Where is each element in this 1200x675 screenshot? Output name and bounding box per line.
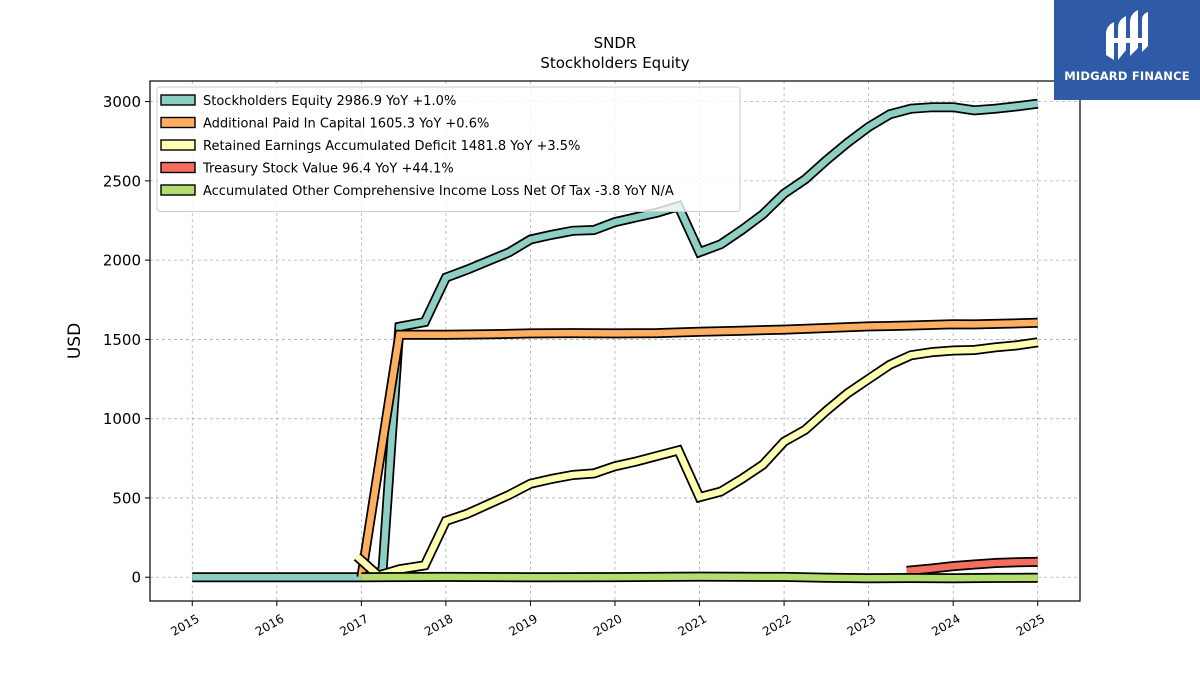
legend-label: Retained Earnings Accumulated Deficit 14… — [203, 139, 580, 154]
x-tick-label: 2022 — [760, 611, 793, 638]
legend-label: Accumulated Other Comprehensive Income L… — [203, 184, 674, 199]
grid — [150, 81, 1080, 601]
x-tick-label: 2019 — [507, 611, 540, 638]
y-tick-label: 1500 — [103, 331, 141, 349]
series-line — [353, 337, 1039, 582]
legend-label: Stockholders Equity 2986.9 YoY +1.0% — [203, 94, 456, 109]
brand-name: MIDGARD FINANCE — [1064, 69, 1190, 83]
legend-swatch — [160, 184, 196, 196]
x-tick-label: 2023 — [845, 611, 878, 638]
brand-logo: MIDGARD FINANCE — [1054, 0, 1200, 100]
legend-label: Treasury Stock Value 96.4 YoY +44.1% — [202, 162, 454, 177]
x-tick-label: 2017 — [337, 611, 370, 638]
legend-swatch — [160, 139, 196, 151]
legend-box — [156, 86, 741, 212]
y-tick-label: 500 — [112, 489, 141, 507]
brand-mark-icon — [1106, 10, 1148, 60]
y-tick-label: 2500 — [103, 172, 141, 190]
series-line-core — [361, 573, 1038, 582]
x-tick-label: 2015 — [168, 611, 201, 638]
x-tick-label: 2020 — [591, 611, 624, 638]
legend-swatch — [160, 116, 196, 129]
y-tick-label: 2000 — [103, 252, 141, 270]
legend-swatch — [160, 161, 196, 174]
plot-frame — [149, 80, 1081, 602]
series-line — [361, 571, 1038, 584]
x-tick-label: 2024 — [929, 611, 962, 638]
y-axis-label: USD — [65, 323, 85, 359]
chart-title: SNDR — [594, 34, 637, 52]
series-line-core — [906, 558, 1038, 575]
legend: Stockholders Equity 2986.9 YoY +1.0% Addi… — [156, 86, 741, 212]
series-line — [356, 317, 1038, 578]
chart-subtitle: Stockholders Equity — [540, 54, 689, 72]
x-tick-label: 2025 — [1014, 611, 1047, 638]
series-lines — [192, 98, 1039, 584]
legend-swatch — [160, 94, 196, 106]
series-line — [906, 556, 1038, 576]
series-line-core — [354, 339, 1039, 580]
x-tick-label: 2021 — [676, 611, 709, 638]
x-tick-label: 2016 — [253, 611, 286, 638]
y-tick-label: 0 — [131, 569, 141, 587]
y-tick-label: 1000 — [103, 410, 141, 428]
legend-label: Additional Paid In Capital 1605.3 YoY +0… — [203, 117, 489, 132]
series-line-core — [358, 319, 1038, 578]
series-line-outline — [353, 337, 1039, 582]
x-tick-label: 2018 — [422, 611, 455, 638]
y-tick-label: 3000 — [103, 93, 141, 111]
